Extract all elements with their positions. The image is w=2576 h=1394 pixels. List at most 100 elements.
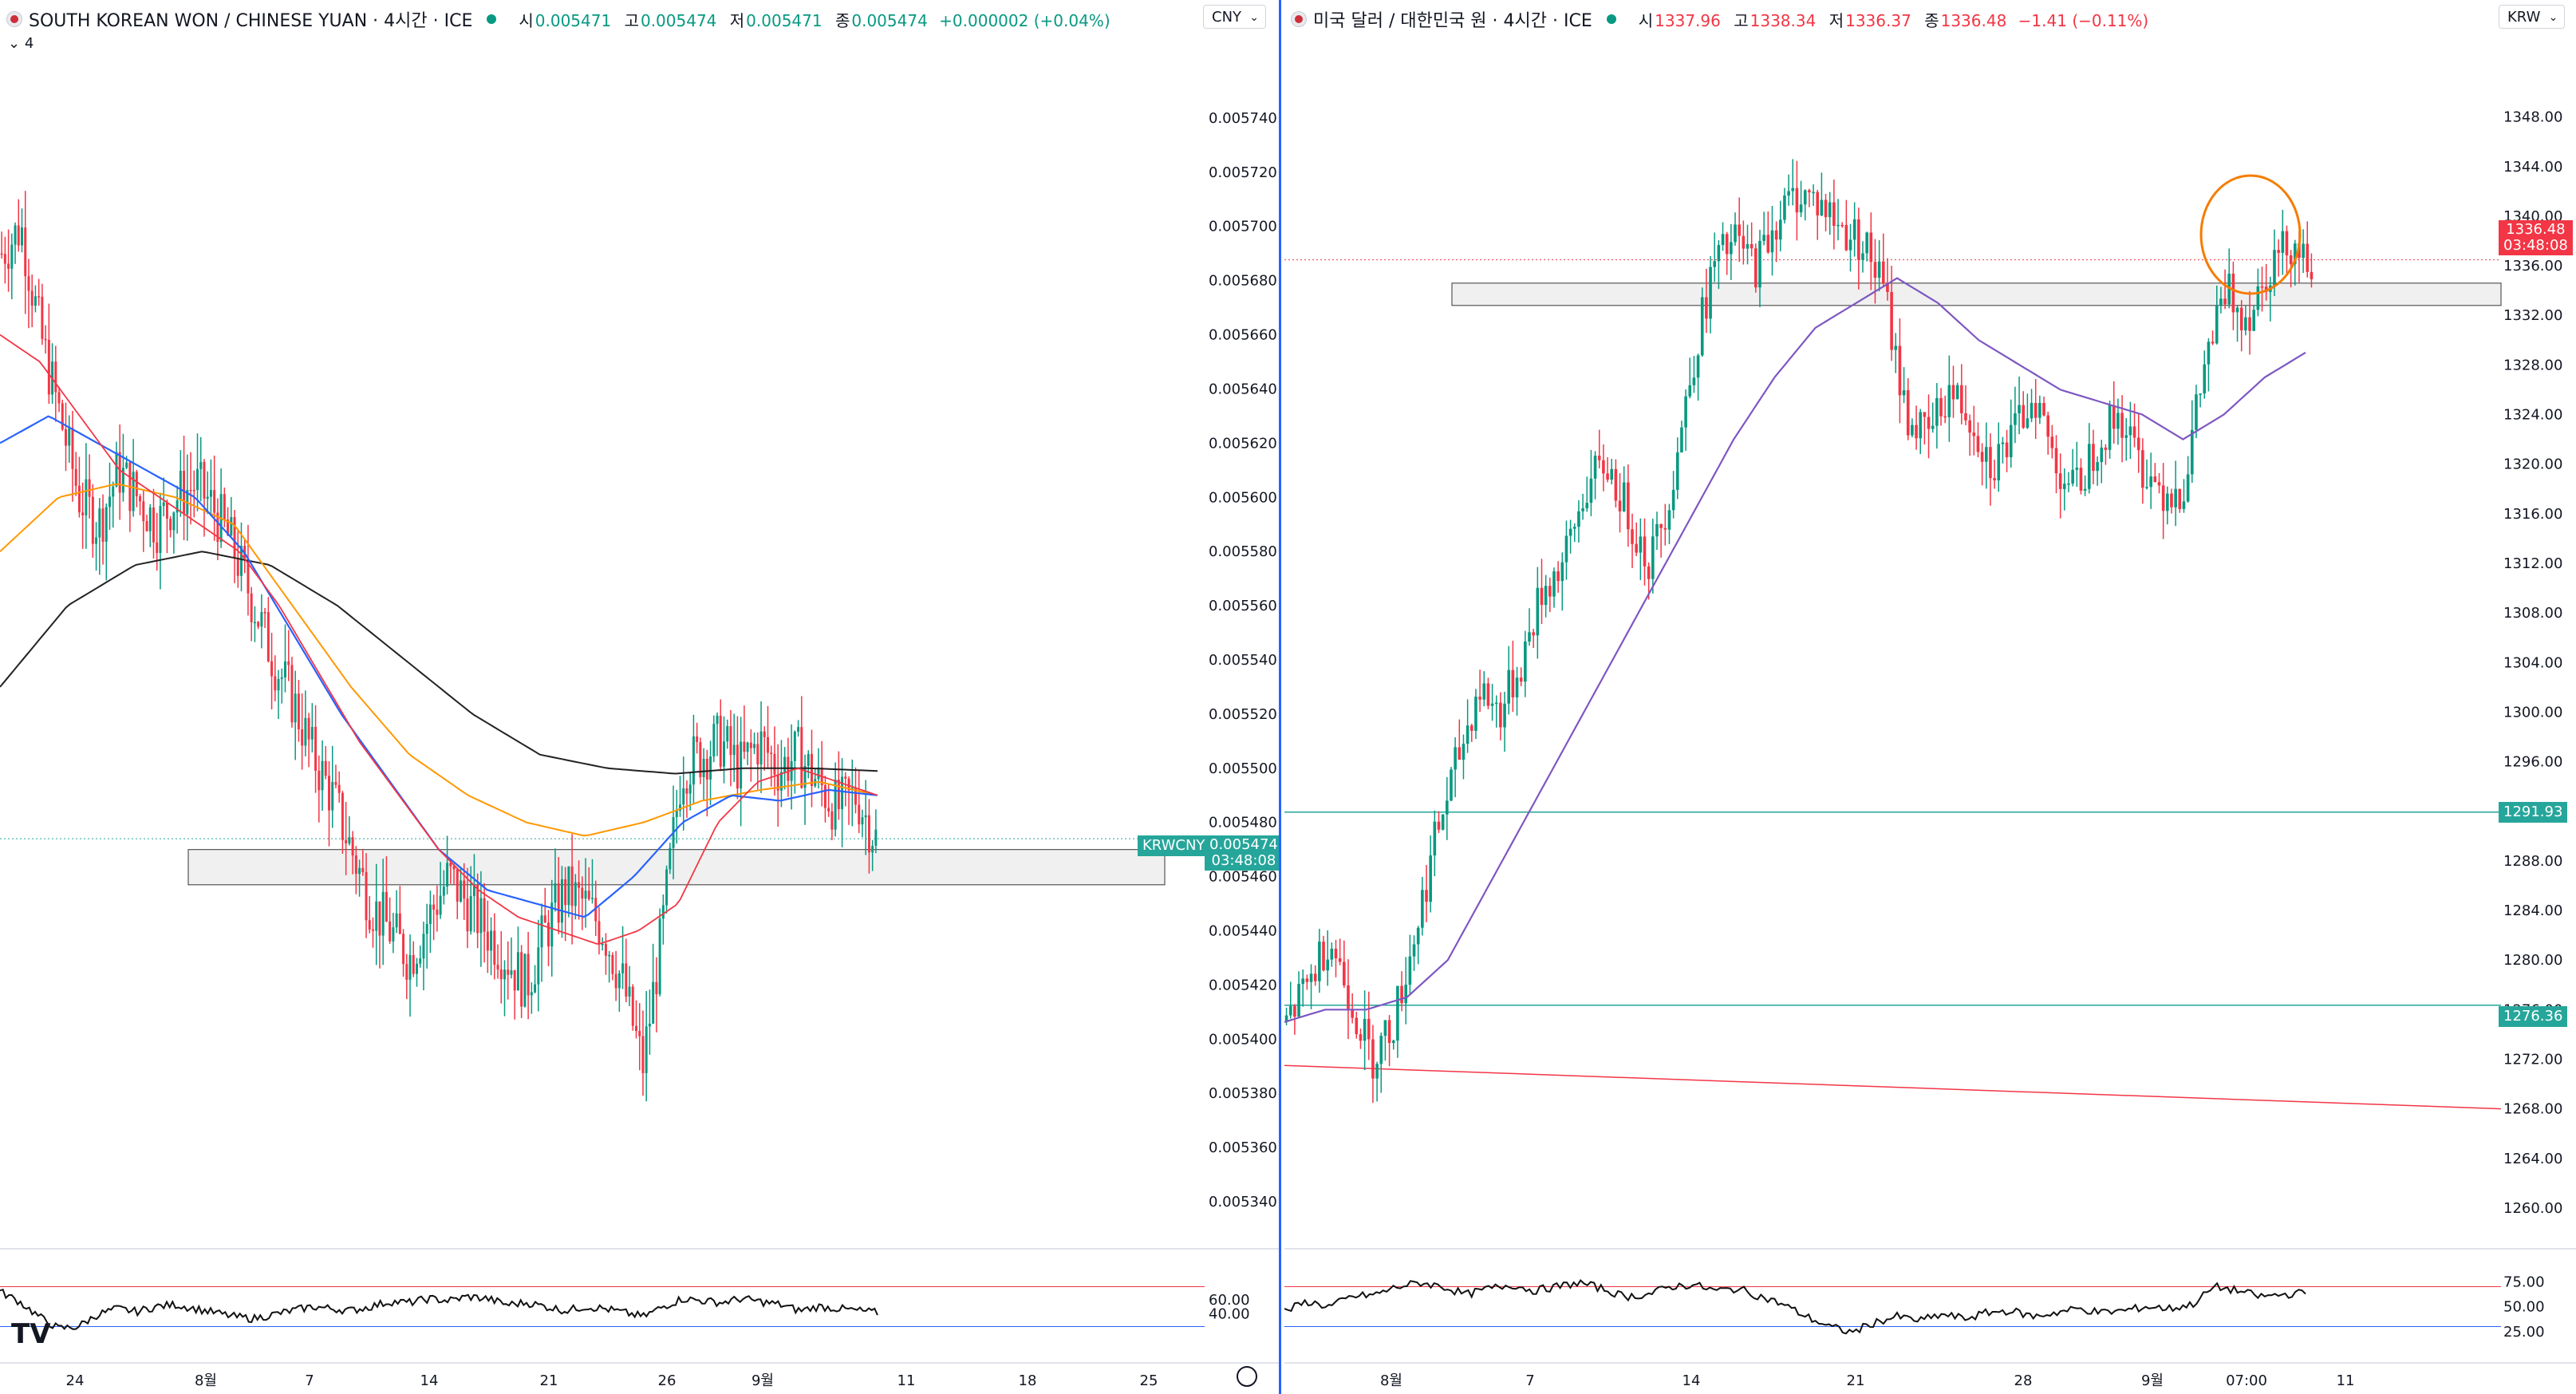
left-candle — [608, 954, 611, 957]
right-candle — [1774, 230, 1778, 240]
right-candle — [2075, 468, 2079, 470]
left-symbol-title[interactable]: SOUTH KOREAN WON / CHINESE YUAN · 4시간 · … — [29, 11, 473, 31]
right-candle — [2030, 402, 2034, 419]
right-candle — [1338, 958, 1342, 962]
right-candle — [1816, 192, 1820, 215]
right-candle — [1844, 224, 1848, 251]
right-candle — [2302, 243, 2305, 259]
left-candle — [85, 479, 88, 515]
left-candle — [27, 276, 30, 291]
right-candle — [1675, 452, 1679, 490]
left-candle — [378, 901, 381, 936]
left-chart-canvas[interactable]: 0.005740 0.005720 0.005700 0.005680 0.005660… — [0, 0, 1281, 1394]
left-candle — [57, 392, 61, 404]
right-candle — [1951, 385, 1955, 400]
right-candle — [2166, 493, 2169, 511]
left-candle — [466, 898, 469, 932]
left-candle — [206, 496, 209, 500]
right-candle — [1709, 267, 1712, 319]
right-candle — [2120, 413, 2124, 438]
left-candle — [405, 964, 408, 980]
right-candle — [1375, 1064, 1379, 1079]
right-candle — [1371, 1039, 1375, 1079]
right-chart-panel[interactable]: 1348.00 1344.00 1340.00 1336.00 1332.00 1328.… — [1284, 0, 2576, 1394]
left-time-tick: 11 — [897, 1372, 916, 1389]
indicator-toggle[interactable]: ⌄ 4 — [8, 35, 34, 52]
indicator-count: 4 — [24, 35, 34, 52]
right-price-tick: 1288.00 — [2503, 853, 2562, 870]
right-candle — [1655, 523, 1659, 537]
right-candle — [1293, 1005, 1296, 1017]
left-candle — [726, 726, 729, 742]
right-candle — [1762, 235, 1765, 241]
left-candle — [324, 760, 327, 776]
right-candle — [1288, 1005, 1292, 1016]
left-candle — [797, 727, 800, 733]
chevron-down-icon: ⌄ — [8, 35, 21, 52]
right-candle — [1581, 508, 1584, 511]
right-candle — [2108, 405, 2112, 450]
right-candle — [2293, 243, 2297, 264]
left-candle — [638, 1031, 641, 1037]
left-candle — [625, 963, 628, 997]
left-candle — [864, 815, 867, 818]
right-candle — [1848, 239, 1852, 251]
left-currency-select[interactable]: CNY ⌄ — [1203, 5, 1267, 29]
left-chart-panel[interactable]: 0.005740 0.005720 0.005700 0.005680 0.005660… — [0, 0, 1281, 1394]
right-ohlc-readout: 시 1337.96 고 1338.34 저 1336.37 종 1336.48 −1.4… — [1631, 8, 2148, 31]
tradingview-logo[interactable]: TV — [11, 1318, 51, 1350]
right-symbol-title[interactable]: 미국 달러 / 대한민국 원 · 4시간 · ICE — [1313, 11, 1592, 31]
right-candle — [1939, 397, 1943, 417]
left-candle — [368, 920, 371, 930]
right-candle — [2306, 243, 2310, 272]
left-candle — [88, 479, 91, 497]
left-candle — [732, 744, 736, 756]
left-countdown: 03:48:08 — [1211, 852, 1276, 869]
left-candle — [679, 804, 681, 812]
right-candle — [2277, 250, 2280, 253]
left-candle — [783, 756, 787, 772]
right-chart-canvas[interactable]: 1348.001344.001340.001336.001332.001328.… — [1284, 0, 2576, 1394]
right-candle — [2235, 307, 2239, 313]
left-candle — [422, 934, 425, 959]
right-candle — [1564, 535, 1568, 563]
chevron-down-icon: ⌄ — [1249, 11, 1260, 24]
right-candle — [2199, 393, 2202, 395]
left-price-tick: 0.005480 — [1209, 815, 1277, 831]
open-label: 시 — [1638, 10, 1654, 30]
right-candle — [1746, 243, 1750, 249]
left-candle — [564, 879, 567, 906]
left-candle — [381, 891, 385, 936]
right-candle — [2063, 484, 2066, 489]
left-candle — [348, 837, 351, 844]
right-last-price-tag: 1336.48 03:48:08 — [2499, 220, 2573, 255]
left-candle — [30, 290, 34, 306]
left-candle — [658, 918, 661, 994]
left-candle — [705, 758, 708, 780]
right-candle — [1869, 232, 1873, 263]
left-candle — [233, 517, 236, 558]
right-candle — [2136, 437, 2140, 451]
right-candle — [2054, 448, 2058, 474]
right-price-tick: 1300.00 — [2503, 704, 2562, 721]
right-candle — [2087, 444, 2091, 489]
left-candle — [101, 508, 105, 542]
right-candle — [2034, 402, 2038, 418]
left-time-tick: 7 — [305, 1372, 314, 1389]
left-candle — [112, 486, 115, 497]
left-candle — [499, 969, 503, 980]
settings-gear-icon[interactable] — [1237, 1366, 1257, 1387]
left-candle — [3, 254, 6, 264]
left-candle — [358, 867, 361, 875]
left-price-tick: 0.005340 — [1209, 1194, 1277, 1210]
right-price-tick: 1260.00 — [2503, 1200, 2562, 1217]
right-candle — [1955, 385, 1959, 400]
right-candle — [1396, 985, 1399, 1041]
left-candle — [503, 969, 506, 980]
left-candle — [274, 676, 277, 691]
right-candle — [1836, 224, 1840, 227]
left-candle — [21, 227, 23, 246]
left-candle — [486, 931, 489, 951]
right-currency-select[interactable]: KRW ⌄ — [2499, 5, 2566, 29]
right-last-price: 1336.48 — [2506, 221, 2566, 238]
